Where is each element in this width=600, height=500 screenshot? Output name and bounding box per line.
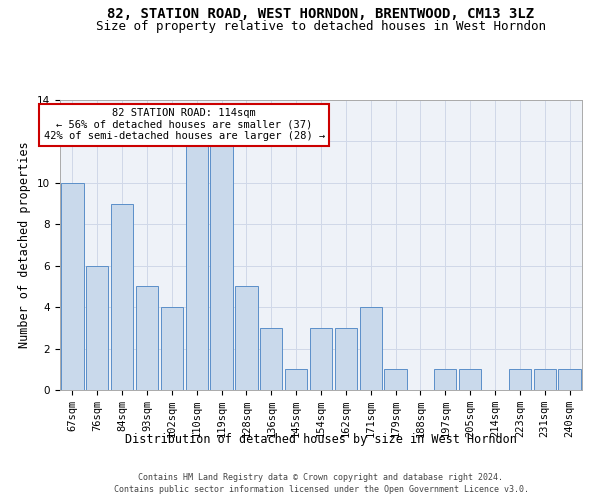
Bar bbox=[161, 307, 183, 390]
Text: 82, STATION ROAD, WEST HORNDON, BRENTWOOD, CM13 3LZ: 82, STATION ROAD, WEST HORNDON, BRENTWOO… bbox=[107, 8, 535, 22]
Bar bbox=[211, 142, 233, 390]
Text: Contains HM Land Registry data © Crown copyright and database right 2024.: Contains HM Land Registry data © Crown c… bbox=[139, 472, 503, 482]
Y-axis label: Number of detached properties: Number of detached properties bbox=[19, 142, 31, 348]
Bar bbox=[385, 370, 407, 390]
Bar bbox=[335, 328, 357, 390]
Text: 82 STATION ROAD: 114sqm
← 56% of detached houses are smaller (37)
42% of semi-de: 82 STATION ROAD: 114sqm ← 56% of detache… bbox=[44, 108, 325, 142]
Bar bbox=[434, 370, 457, 390]
Bar bbox=[310, 328, 332, 390]
Bar bbox=[459, 370, 481, 390]
Bar bbox=[559, 370, 581, 390]
Bar bbox=[509, 370, 531, 390]
Bar bbox=[136, 286, 158, 390]
Bar bbox=[235, 286, 257, 390]
Bar bbox=[185, 142, 208, 390]
Text: Contains public sector information licensed under the Open Government Licence v3: Contains public sector information licen… bbox=[113, 485, 529, 494]
Text: Distribution of detached houses by size in West Horndon: Distribution of detached houses by size … bbox=[125, 432, 517, 446]
Bar bbox=[359, 307, 382, 390]
Text: Size of property relative to detached houses in West Horndon: Size of property relative to detached ho… bbox=[96, 20, 546, 33]
Bar bbox=[111, 204, 133, 390]
Bar bbox=[61, 183, 83, 390]
Bar bbox=[260, 328, 283, 390]
Bar bbox=[533, 370, 556, 390]
Bar bbox=[86, 266, 109, 390]
Bar bbox=[285, 370, 307, 390]
